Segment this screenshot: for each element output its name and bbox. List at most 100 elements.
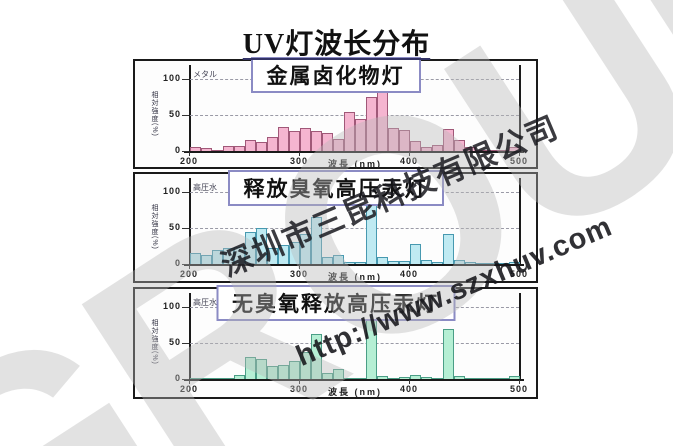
plot-right-frame-line <box>519 178 521 265</box>
x-tick-mark <box>189 152 190 156</box>
bar-240nm <box>234 246 245 264</box>
x-tick-mark <box>519 152 520 156</box>
bar-370nm <box>377 256 388 264</box>
x-tick-label: 300 <box>289 269 309 279</box>
y-tick-label: 50 <box>168 222 181 232</box>
bar-250nm <box>245 140 256 151</box>
bar-240nm <box>234 145 245 151</box>
chart-panel-ozone-mercury: 高圧水 相対強度(%) 0 50 100 200 300 400 500 波長 (nm) 释… <box>133 170 538 283</box>
x-tick-mark <box>299 265 300 269</box>
bar-210nm <box>201 378 212 379</box>
y-tick-label: 100 <box>162 186 181 196</box>
y-tick-label: 50 <box>168 337 181 347</box>
x-tick-label: 200 <box>179 269 199 279</box>
bar-330nm <box>333 255 344 264</box>
bar-230nm <box>223 248 234 264</box>
bar-420nm <box>432 144 443 151</box>
bar-270nm <box>267 366 278 379</box>
bar-330nm <box>333 138 344 151</box>
bar-220nm <box>212 249 223 264</box>
bar-300nm <box>300 351 311 379</box>
bar-470nm <box>487 262 498 264</box>
bar-460nm <box>476 262 487 264</box>
bar-200nm <box>190 253 201 264</box>
gridline-50 <box>190 228 519 229</box>
bar-450nm <box>465 147 476 151</box>
bar-370nm <box>377 90 388 151</box>
bar-310nm <box>311 217 322 264</box>
bar-390nm <box>399 261 410 264</box>
chart-title-box: 金属卤化物灯 <box>250 57 421 93</box>
y-tick-mark <box>182 342 189 344</box>
y-tick-label: 50 <box>168 109 181 119</box>
x-tick-mark <box>519 265 520 269</box>
x-tick-label: 300 <box>289 384 309 394</box>
bar-290nm <box>289 130 300 151</box>
x-tick-label: 300 <box>289 156 309 166</box>
bar-410nm <box>421 260 432 264</box>
bar-200nm <box>190 378 201 379</box>
bar-280nm <box>278 364 289 379</box>
bar-490nm <box>509 376 520 379</box>
bar-220nm <box>212 378 223 379</box>
bar-480nm <box>498 150 509 151</box>
x-tick-mark <box>189 265 190 269</box>
y-tick-mark <box>182 114 189 116</box>
plot-right-frame-line <box>519 293 521 380</box>
chart-title-box: 无臭氧释放高压汞灯 <box>216 285 455 321</box>
bar-470nm <box>487 377 498 379</box>
bar-460nm <box>476 377 487 379</box>
x-axis-line <box>184 379 524 381</box>
page-title: UV灯波长分布 <box>242 29 431 60</box>
bar-430nm <box>443 128 454 151</box>
bar-260nm <box>256 228 267 264</box>
bar-320nm <box>322 373 333 379</box>
bar-350nm <box>355 261 366 264</box>
y-tick-mark <box>182 306 189 308</box>
bar-270nm <box>267 136 278 151</box>
bar-280nm <box>278 244 289 264</box>
bar-450nm <box>465 261 476 264</box>
bar-410nm <box>421 146 432 151</box>
y-axis-unit-label: 相対強度(%) <box>151 204 158 250</box>
chart-title: 无臭氧释放高压汞灯 <box>232 293 439 316</box>
bar-390nm <box>399 130 410 151</box>
x-tick-label: 400 <box>399 384 419 394</box>
y-axis-line <box>189 65 191 152</box>
x-tick-label: 200 <box>179 156 199 166</box>
bar-470nm <box>487 150 498 151</box>
x-axis-line <box>184 151 524 153</box>
bar-420nm <box>432 261 443 264</box>
bar-260nm <box>256 358 267 379</box>
chart-panel-metal-halide: メタル 相対強度(%) 0 50 100 200 300 400 500 波長 (nm) 金… <box>133 57 538 169</box>
bar-230nm <box>223 145 234 151</box>
bar-270nm <box>267 248 278 264</box>
y-axis-unit-label: 相対強度(%) <box>151 319 158 365</box>
bar-210nm <box>201 148 212 151</box>
bar-380nm <box>388 261 399 264</box>
chart-title: 释放臭氧高压汞灯 <box>243 178 428 201</box>
bar-230nm <box>223 377 234 379</box>
x-tick-mark <box>409 152 410 156</box>
bar-220nm <box>212 149 223 151</box>
x-tick-mark <box>409 380 410 384</box>
corner-label: メタル <box>193 70 217 79</box>
x-tick-mark <box>299 380 300 384</box>
bar-250nm <box>245 357 256 379</box>
bar-310nm <box>311 333 322 379</box>
bar-440nm <box>454 260 465 264</box>
bar-400nm <box>410 375 421 379</box>
bar-350nm <box>355 118 366 151</box>
bar-310nm <box>311 130 322 151</box>
gridline-50 <box>190 343 519 344</box>
chart-title: 金属卤化物灯 <box>266 65 405 88</box>
bar-280nm <box>278 127 289 151</box>
corner-label: 高圧水 <box>193 183 217 192</box>
x-tick-label: 400 <box>399 156 419 166</box>
x-tick-label: 500 <box>509 269 529 279</box>
y-tick-mark <box>182 191 189 193</box>
y-tick-label: 0 <box>174 258 181 268</box>
y-tick-label: 100 <box>162 301 181 311</box>
bar-380nm <box>388 377 399 379</box>
